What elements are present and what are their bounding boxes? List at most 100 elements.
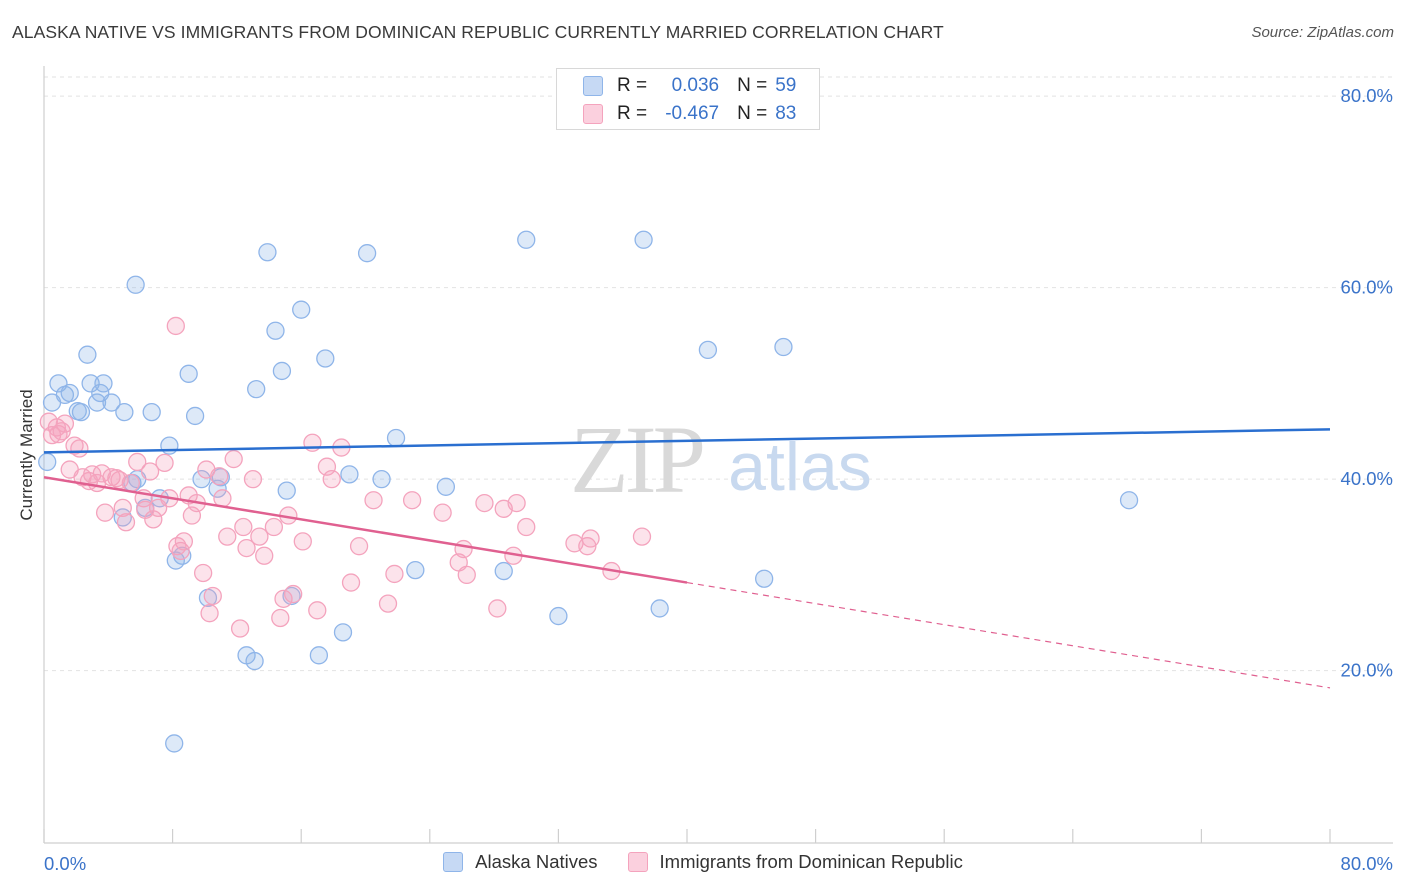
alaska-native-point — [102, 393, 121, 412]
alaska-native-point — [115, 402, 134, 422]
dominican-point — [171, 541, 190, 561]
alaska-native-point — [357, 244, 377, 263]
dominican-point — [95, 503, 115, 522]
dominican-point — [70, 439, 89, 458]
legend-r-label: R = — [617, 103, 648, 124]
dominican-point — [174, 532, 194, 551]
dominican-trend-line — [43, 476, 688, 584]
alaska-native-point — [406, 560, 425, 580]
dominican-point — [144, 510, 163, 529]
dominican-point — [308, 601, 327, 620]
alaska-native-point — [316, 349, 335, 368]
alaska-native-point — [436, 477, 456, 496]
alaska-native-point — [81, 374, 100, 393]
alaska-native-point — [340, 465, 359, 484]
dominican-point — [203, 586, 222, 606]
dominican-point — [457, 565, 476, 585]
dominican-point — [230, 619, 250, 638]
alaska-native-point — [333, 623, 353, 642]
y-tick-label: 60.0% — [1341, 277, 1393, 298]
alaska-trend-line — [43, 428, 1331, 454]
alaska-native-point — [211, 468, 230, 487]
alaska-native-point — [258, 243, 277, 262]
dominican-point — [210, 467, 229, 486]
series-legend: Alaska Natives Immigrants from Dominican… — [0, 851, 1406, 873]
series-legend-item-alaska[interactable]: Alaska Natives — [443, 851, 598, 873]
dominican-point — [264, 517, 284, 537]
legend-r-label: R = — [617, 75, 648, 96]
dominican-point — [128, 452, 147, 472]
alaska-native-point — [386, 428, 406, 448]
series-legend-item-dominican[interactable]: Immigrants from Dominican Republic — [627, 851, 963, 873]
dominican-point — [250, 527, 269, 546]
dominican-point — [234, 517, 253, 537]
dominican-point — [364, 491, 383, 510]
dominican-point — [271, 608, 290, 628]
alaska-native-point — [38, 452, 57, 472]
alaska-native-point — [142, 402, 161, 422]
dominican-point — [166, 316, 185, 336]
y-tick-label: 20.0% — [1341, 660, 1393, 681]
dominican-point — [237, 538, 256, 558]
legend-r-value: -0.467 — [665, 103, 720, 124]
dominican-point — [55, 414, 75, 433]
legend-r-value: 0.036 — [671, 75, 720, 96]
dominican-point — [402, 491, 422, 510]
stats-legend-row-alaska: R = 0.036 N = 59 — [557, 72, 796, 100]
dominican-point — [121, 473, 140, 493]
dominican-point — [83, 465, 102, 484]
legend-n-value: 83 — [775, 103, 797, 124]
alaska-native-point — [94, 374, 113, 393]
dominican-point — [49, 424, 68, 444]
dominican-point — [488, 599, 507, 618]
alaska-native-point — [160, 436, 179, 455]
dominican-point — [341, 573, 361, 592]
alaska-native-point — [247, 379, 266, 399]
dominican-trend-line-extension — [686, 581, 1331, 689]
legend-swatch-pink — [583, 104, 603, 124]
alaska-native-point — [87, 393, 107, 412]
dominican-point — [140, 462, 160, 481]
dominican-point — [433, 503, 452, 522]
alaska-native-point — [494, 561, 513, 581]
dominican-point — [454, 539, 473, 559]
alaska-native-point — [774, 337, 793, 357]
y-tick-label: 80.0% — [1341, 85, 1393, 106]
dominican-point — [349, 537, 369, 556]
chart-title: ALASKA NATIVE VS IMMIGRANTS FROM DOMINIC… — [12, 22, 944, 42]
alaska-native-point — [179, 364, 198, 383]
dominican-point — [155, 453, 174, 473]
alaska-native-point — [185, 406, 205, 426]
dominican-point — [284, 584, 303, 604]
dominican-point — [243, 469, 263, 489]
alaska-native-point — [309, 646, 329, 665]
alaska-native-point — [272, 361, 292, 381]
alaska-native-point — [126, 275, 145, 294]
dominican-point — [581, 529, 600, 548]
dominican-point — [92, 464, 112, 483]
legend-swatch-blue — [583, 76, 603, 96]
legend-swatch-pink — [627, 852, 648, 872]
alaska-native-point — [698, 340, 718, 360]
dominican-point — [116, 513, 136, 532]
watermark-zip: ZIP — [570, 406, 703, 513]
legend-n-label: N = — [737, 103, 768, 124]
dominican-point — [274, 589, 293, 608]
alaska-native-point — [266, 321, 285, 340]
y-tick-label: 40.0% — [1341, 468, 1393, 489]
alaska-native-point — [755, 569, 774, 588]
dominican-point — [218, 527, 237, 546]
source-label: Source: ZipAtlas.com — [1251, 24, 1394, 41]
alaska-native-point — [165, 734, 184, 753]
alaska-native-point — [372, 469, 391, 489]
dominican-point — [255, 546, 274, 565]
alaska-native-point — [1119, 491, 1139, 510]
dominican-point — [200, 604, 219, 623]
dominican-point — [385, 564, 404, 584]
x-tick-label: 80.0% — [1341, 853, 1393, 874]
dominican-point — [193, 563, 213, 583]
dominican-point — [107, 469, 126, 488]
x-tick-label: 0.0% — [44, 853, 86, 874]
legend-n-value: 59 — [775, 75, 797, 96]
